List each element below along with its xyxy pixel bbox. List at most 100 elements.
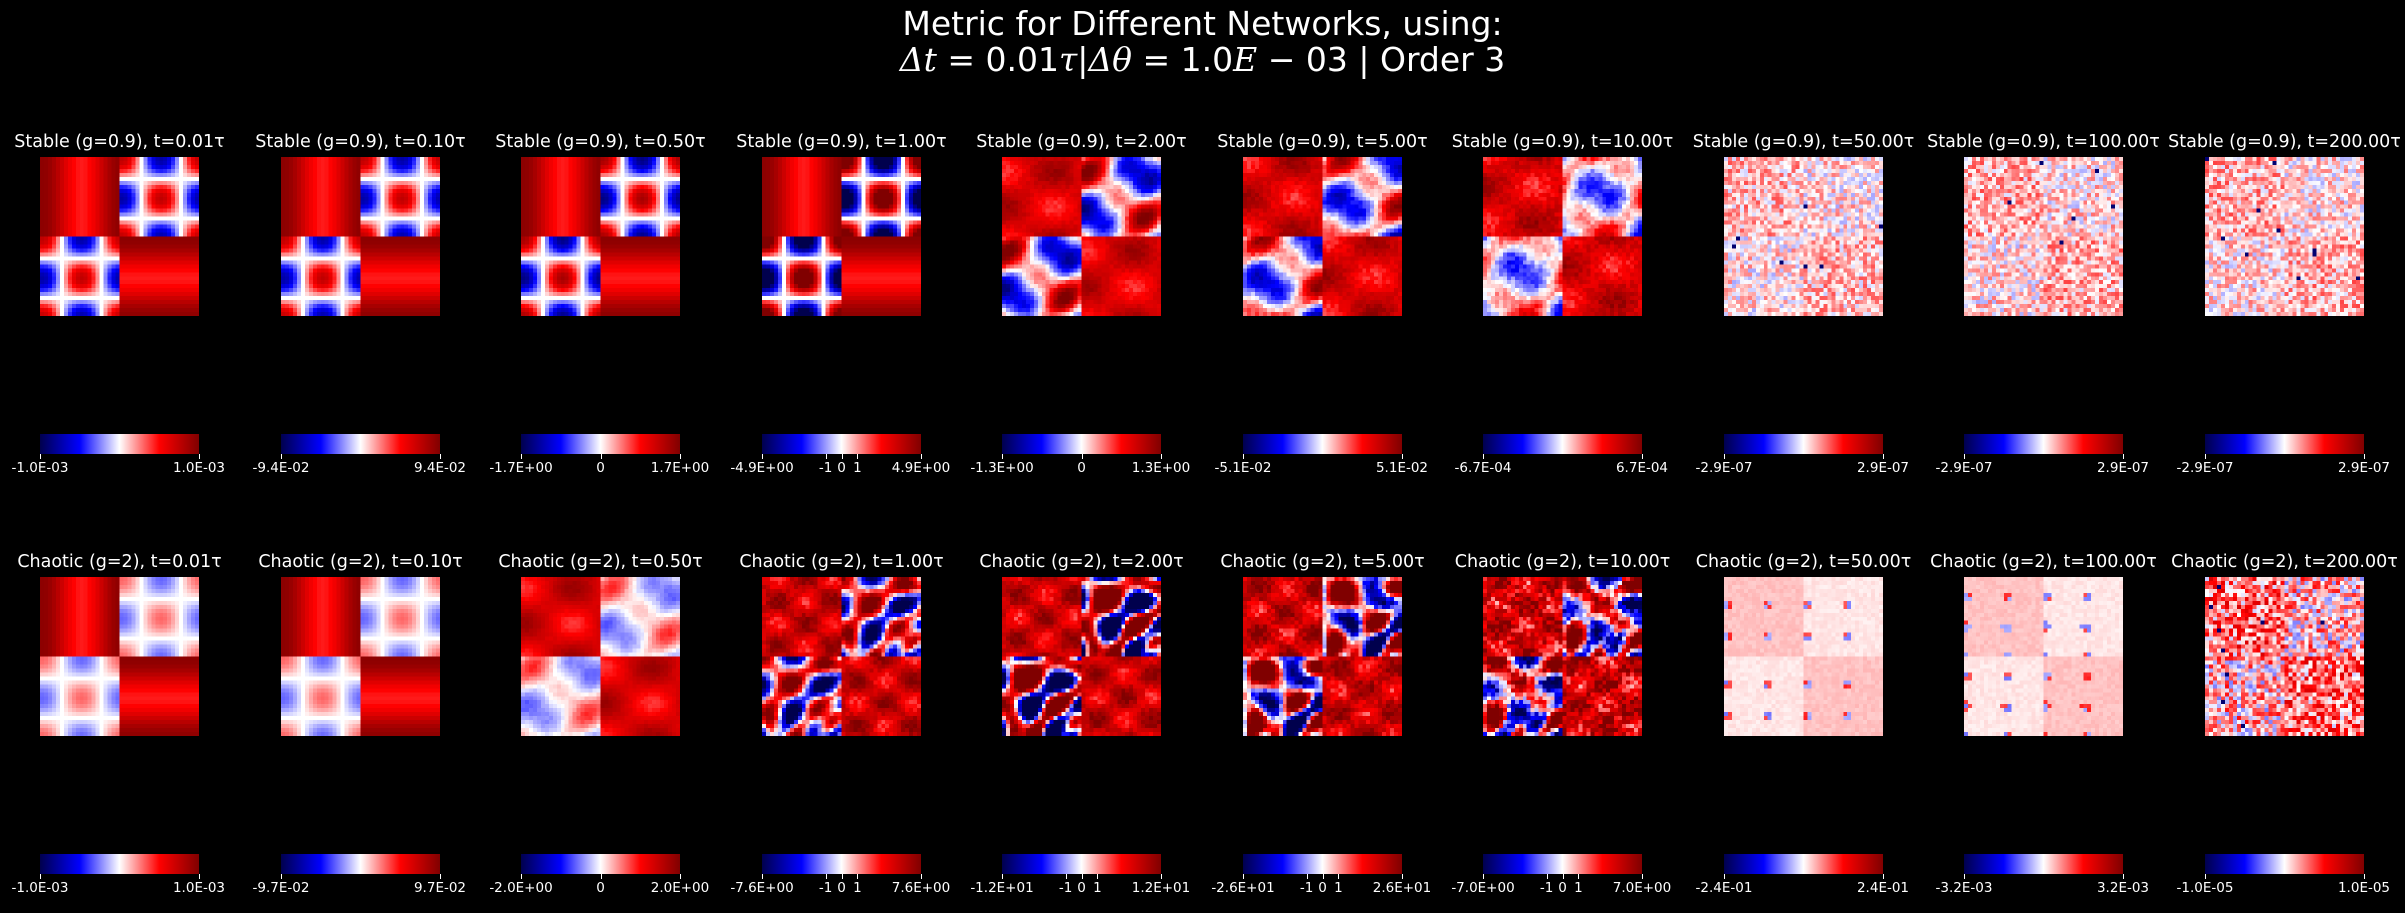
heatmap-cell <box>119 288 124 293</box>
heatmap-cell <box>636 196 641 202</box>
heatmap-cell <box>292 304 298 309</box>
heatmap-cell <box>521 280 526 285</box>
heatmap-cell <box>59 216 65 221</box>
heatmap-cell <box>147 284 152 289</box>
heatmap-cell <box>292 280 298 285</box>
heatmap-cell <box>364 248 369 253</box>
heatmap-cell <box>652 312 657 316</box>
heatmap-cell <box>87 264 92 269</box>
heatmap-cell <box>672 308 677 313</box>
heatmap-cell <box>532 164 538 170</box>
heatmap-cell <box>312 264 318 269</box>
heatmap-cell <box>51 212 57 217</box>
heatmap-cell <box>432 288 437 293</box>
heatmap-cell <box>672 220 677 225</box>
heatmap-cell <box>191 160 196 166</box>
heatmap-cell <box>901 164 906 170</box>
heatmap-cell <box>793 160 799 166</box>
heatmap-cell <box>364 292 369 297</box>
heatmap-cell <box>620 240 625 245</box>
heatmap-cell <box>296 288 302 293</box>
heatmap-cell <box>55 312 61 316</box>
heatmap-cell <box>344 212 349 217</box>
heatmap-cell <box>304 228 310 233</box>
heatmap-cell <box>336 256 341 261</box>
heatmap-cell <box>87 196 92 202</box>
heatmap-cell <box>123 228 128 233</box>
heatmap-cell <box>40 168 45 174</box>
heatmap-cell <box>336 204 341 209</box>
heatmap-cell <box>40 200 45 206</box>
heatmap-cell <box>364 268 369 273</box>
heatmap-cell <box>572 176 577 182</box>
heatmap-cell <box>392 232 397 237</box>
heatmap-cell <box>191 308 196 313</box>
heatmap-cell <box>620 216 625 221</box>
heatmap-cell <box>187 220 192 225</box>
heatmap-cell <box>762 168 767 174</box>
heatmap-cell <box>396 172 401 178</box>
heatmap-cell <box>861 160 866 166</box>
heatmap-cell <box>380 208 385 213</box>
heatmap-cell <box>288 224 294 229</box>
heatmap-cell <box>111 252 116 257</box>
heatmap-cell <box>668 276 673 281</box>
heatmap-cell <box>548 260 554 265</box>
heatmap-cell <box>564 252 570 257</box>
heatmap-cell <box>356 196 361 202</box>
heatmap-cell <box>55 228 61 233</box>
heatmap-cell <box>167 260 172 265</box>
heatmap-cell <box>656 180 661 186</box>
heatmap-cell <box>95 172 100 178</box>
heatmap-cell <box>600 180 605 186</box>
heatmap-cell <box>608 252 613 257</box>
heatmap-cell <box>155 264 160 269</box>
heatmap-cell <box>284 236 290 241</box>
heatmap-cell <box>404 172 409 178</box>
heatmap-cell <box>292 240 298 245</box>
dtheta-symbol: Δθ <box>1088 40 1132 79</box>
heatmap-cell <box>672 188 677 194</box>
heatmap-cell <box>91 296 96 301</box>
heatmap-cell <box>111 216 116 221</box>
heatmap-cell <box>668 284 673 289</box>
heatmap-cell <box>107 212 112 217</box>
heatmap-cell <box>171 180 176 186</box>
heatmap-cell <box>672 232 677 237</box>
heatmap-cell <box>83 240 89 245</box>
heatmap-cell <box>348 176 353 182</box>
heatmap-cell <box>865 164 870 170</box>
heatmap-cell <box>340 157 345 162</box>
heatmap-cell <box>107 300 112 305</box>
heatmap-cell <box>191 184 196 190</box>
heatmap-cell <box>284 212 290 217</box>
heatmap-cell <box>115 180 120 186</box>
heatmap-cell <box>308 272 314 277</box>
heatmap-cell <box>296 240 302 245</box>
heatmap-cell <box>324 304 330 309</box>
heatmap-cell <box>139 260 144 265</box>
heatmap-cell <box>87 208 92 213</box>
heatmap-cell <box>55 208 61 213</box>
heatmap-cell <box>123 284 128 289</box>
heatmap-cell <box>668 220 673 225</box>
heatmap-cell <box>608 220 613 225</box>
heatmap-cell <box>664 256 669 261</box>
heatmap-cell <box>300 184 306 190</box>
heatmap-cell <box>580 256 585 261</box>
heatmap-cell <box>420 280 425 285</box>
heatmap-cell <box>384 232 389 237</box>
heatmap-cell <box>83 280 89 285</box>
heatmap-cell <box>436 216 440 221</box>
heatmap-cell <box>376 256 381 261</box>
heatmap-cell <box>284 157 290 162</box>
heatmap-cell <box>284 288 290 293</box>
heatmap-cell <box>536 248 542 253</box>
heatmap-cell <box>396 204 401 209</box>
heatmap-cell <box>40 212 45 217</box>
heatmap-cell <box>640 272 645 277</box>
heatmap-cell <box>344 308 349 313</box>
heatmap-cell <box>288 160 294 166</box>
heatmap-cell <box>147 252 152 257</box>
heatmap-cell <box>372 312 377 316</box>
